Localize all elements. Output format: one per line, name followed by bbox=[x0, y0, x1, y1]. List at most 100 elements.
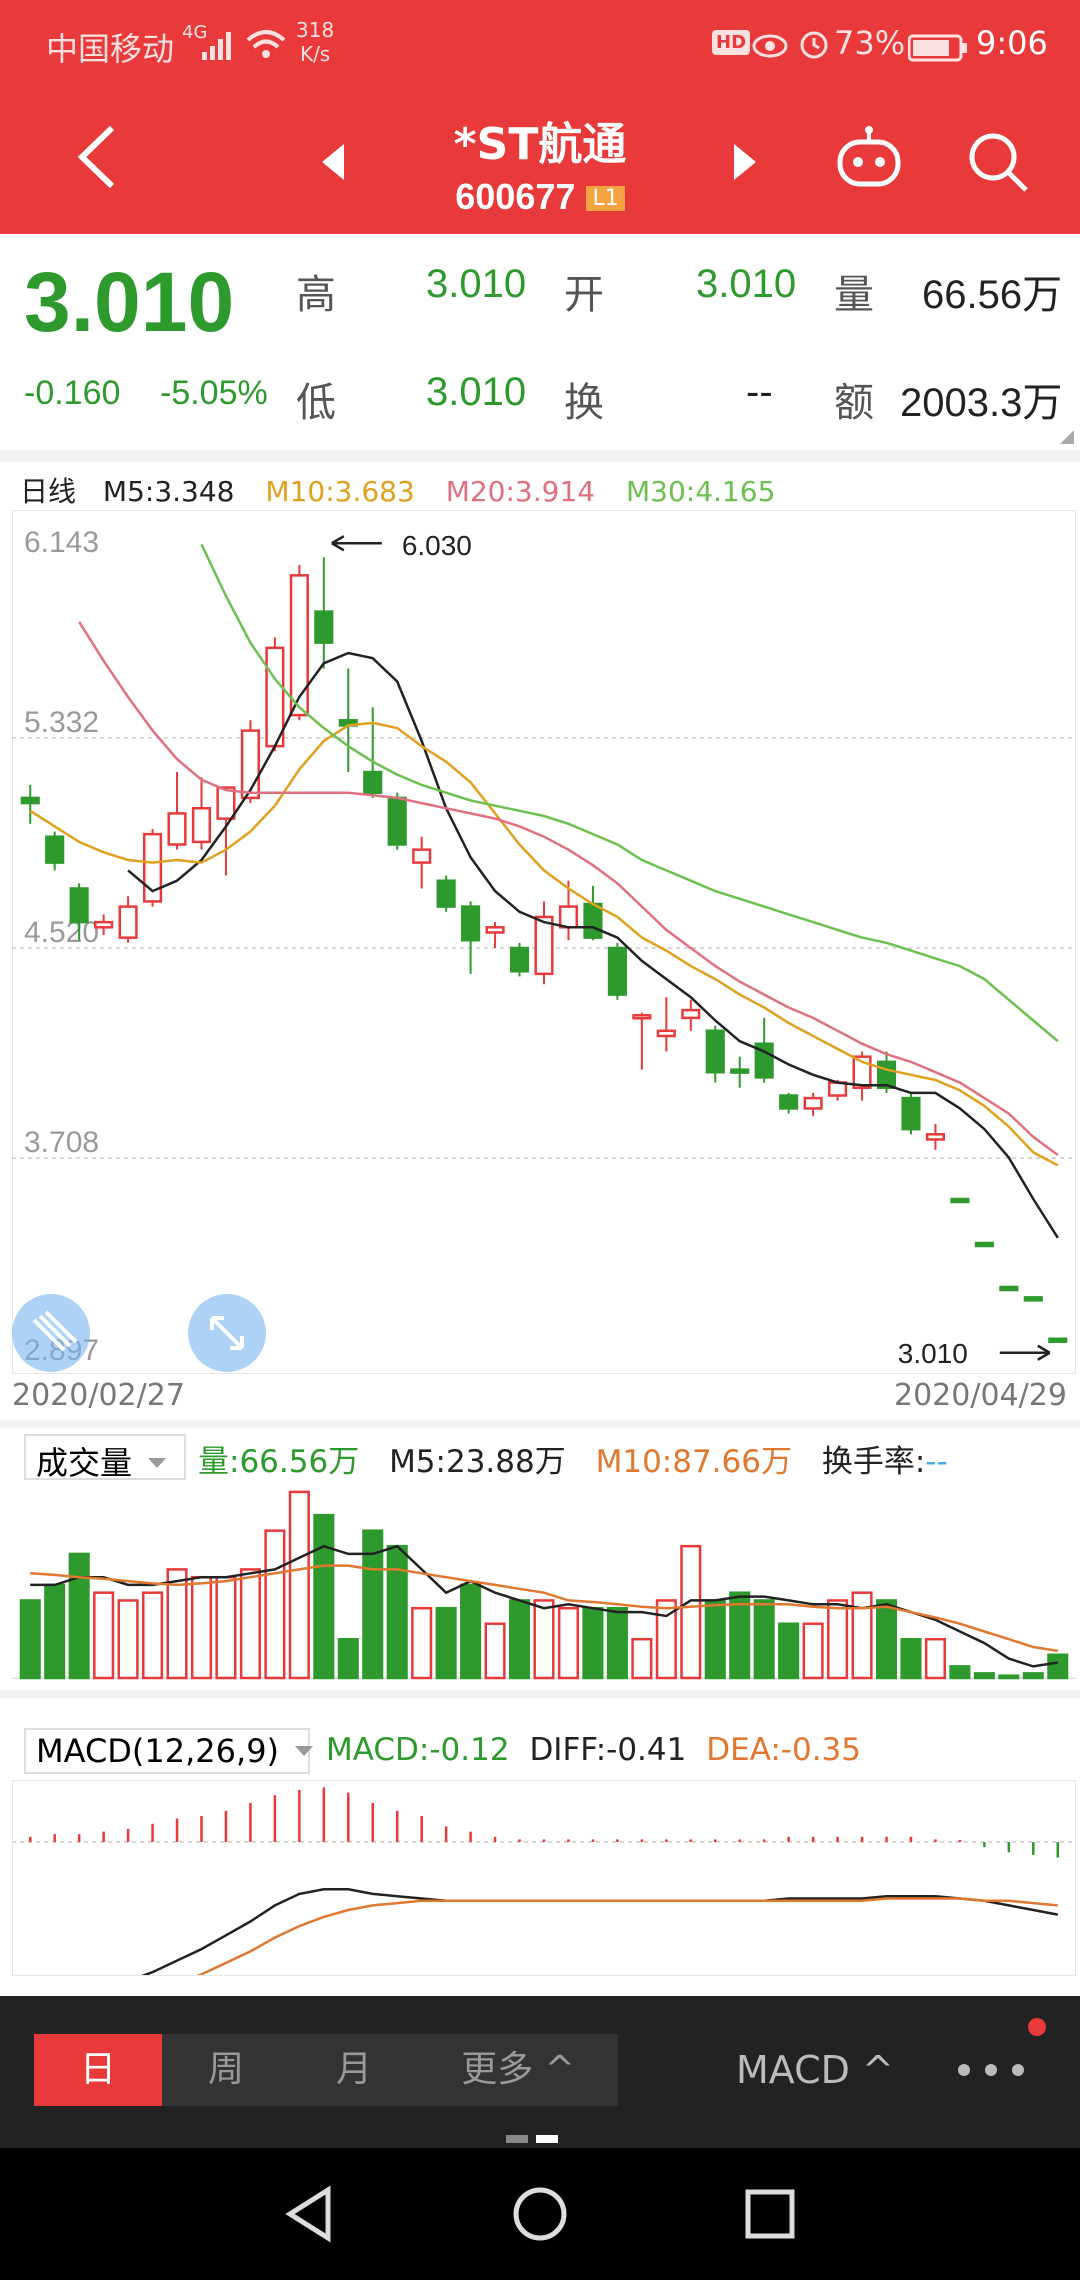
draw-icon bbox=[32, 1310, 78, 1352]
candle-body bbox=[20, 796, 40, 805]
candle-body bbox=[142, 832, 163, 903]
volume-bar bbox=[533, 1599, 555, 1680]
expand-icon bbox=[210, 1316, 244, 1350]
candle-body bbox=[509, 946, 530, 973]
volume-bar bbox=[435, 1606, 457, 1680]
tab-more[interactable]: 更多 ^ bbox=[461, 2049, 575, 2090]
ma10-label: M10:3.683 bbox=[265, 475, 415, 508]
prev-stock-icon[interactable] bbox=[318, 142, 348, 186]
tab-day[interactable]: 日 bbox=[34, 2034, 162, 2106]
back-icon[interactable] bbox=[70, 122, 120, 196]
ma30-label: M30:4.165 bbox=[626, 475, 776, 508]
amount-value: 2003.3万 bbox=[900, 381, 1063, 425]
more-options-icon[interactable] bbox=[956, 2062, 1026, 2082]
high-value: 3.010 bbox=[426, 262, 527, 306]
level-badge: L1 bbox=[586, 186, 625, 211]
wifi-icon bbox=[246, 28, 286, 60]
indicator-menu[interactable]: MACD ^ bbox=[736, 2048, 894, 2092]
min-arrow bbox=[999, 1344, 1051, 1361]
volume-bar bbox=[1022, 1672, 1044, 1680]
stock-name: *ST航通 bbox=[453, 119, 627, 170]
robot-icon[interactable] bbox=[836, 126, 902, 196]
macd-value: MACD:-0.12 bbox=[326, 1732, 510, 1768]
volume-value: 66.56万 bbox=[922, 273, 1063, 317]
price-change: -0.160 bbox=[24, 374, 121, 412]
candle-body bbox=[607, 946, 627, 996]
system-nav-bar bbox=[0, 2148, 1080, 2280]
divider bbox=[0, 450, 1080, 462]
hd-icon: HD bbox=[712, 30, 751, 55]
volume-bar bbox=[704, 1599, 726, 1680]
volume-bar bbox=[411, 1606, 433, 1680]
volume-bar bbox=[973, 1672, 995, 1680]
candle-body bbox=[387, 796, 407, 846]
candle-body bbox=[1048, 1337, 1068, 1344]
max-arrow bbox=[331, 535, 382, 552]
volume-selector[interactable]: 成交量 bbox=[24, 1434, 186, 1482]
volume-bar bbox=[288, 1490, 310, 1680]
search-icon[interactable] bbox=[966, 130, 1030, 198]
volume-bar bbox=[900, 1637, 922, 1680]
candle-body bbox=[656, 1029, 676, 1038]
notification-dot bbox=[1028, 2018, 1046, 2036]
candle-body bbox=[118, 905, 138, 939]
candle-body bbox=[94, 920, 114, 929]
volume-legend: 量:66.56万 M5:23.88万 M10:87.66万 换手率:-- bbox=[198, 1436, 948, 1481]
amount-label: 额 bbox=[834, 380, 874, 426]
tab-week[interactable]: 周 bbox=[207, 2049, 244, 2090]
price-change-pct: -5.05% bbox=[160, 374, 268, 412]
fullscreen-button[interactable] bbox=[188, 1294, 266, 1372]
carrier-label: 中国移动 bbox=[46, 30, 175, 68]
candle-body bbox=[681, 1008, 701, 1020]
candle-body bbox=[828, 1081, 848, 1097]
y-tick-label: 3.708 bbox=[24, 1126, 99, 1159]
volume-bar bbox=[778, 1622, 800, 1680]
turnover-label: 换 bbox=[564, 380, 604, 426]
volume-bar bbox=[998, 1674, 1020, 1680]
divider bbox=[0, 1690, 1080, 1698]
volume-bar bbox=[484, 1622, 506, 1680]
volume-bar bbox=[924, 1637, 946, 1680]
candle-body bbox=[485, 926, 505, 934]
candle-body bbox=[974, 1241, 994, 1248]
expand-corner-icon[interactable] bbox=[1060, 430, 1074, 444]
volume-bar bbox=[44, 1583, 66, 1680]
volume-bar bbox=[264, 1529, 286, 1680]
volume-bar bbox=[680, 1544, 702, 1680]
macd-dea-line bbox=[193, 1897, 1058, 1976]
turnover-rate-value: -- bbox=[925, 1444, 948, 1480]
back-nav-icon[interactable] bbox=[280, 2184, 340, 2248]
home-nav-icon[interactable] bbox=[510, 2184, 570, 2248]
volume-chart[interactable] bbox=[12, 1480, 1076, 1682]
volume-bar bbox=[949, 1665, 971, 1680]
ma-line-m5 bbox=[127, 651, 1059, 1239]
candle-body bbox=[705, 1029, 725, 1074]
volume-bar bbox=[166, 1568, 188, 1680]
tab-month[interactable]: 月 bbox=[335, 2049, 372, 2090]
volume-bar bbox=[802, 1622, 824, 1680]
macd-diff-line bbox=[138, 1888, 1059, 1976]
divider bbox=[0, 1976, 1080, 1996]
draw-tool-button[interactable] bbox=[12, 1294, 90, 1372]
volume-selector-label: 成交量 bbox=[36, 1444, 133, 1482]
low-value: 3.010 bbox=[426, 370, 527, 414]
stock-title: *ST航通 600677 L1 bbox=[390, 108, 690, 218]
recents-nav-icon[interactable] bbox=[740, 2184, 800, 2248]
turnover-rate-label: 换手率: bbox=[821, 1444, 926, 1480]
volume-bar bbox=[386, 1544, 408, 1680]
indicator-selector[interactable]: MACD(12,26,9) bbox=[24, 1728, 314, 1774]
candle-body bbox=[412, 848, 432, 864]
volume-bar bbox=[851, 1591, 873, 1680]
candle-body bbox=[534, 915, 554, 976]
candle-body bbox=[216, 786, 236, 820]
net-speed-unit: K/s bbox=[299, 42, 331, 66]
signal-icon bbox=[200, 30, 236, 60]
candle-body bbox=[730, 1068, 750, 1074]
next-stock-icon[interactable] bbox=[730, 142, 760, 186]
volume-bar bbox=[460, 1583, 482, 1680]
max-price-label: 6.030 bbox=[402, 530, 472, 561]
candle-body bbox=[191, 807, 212, 844]
macd-chart[interactable] bbox=[12, 1780, 1076, 1976]
candle-body bbox=[876, 1060, 897, 1089]
